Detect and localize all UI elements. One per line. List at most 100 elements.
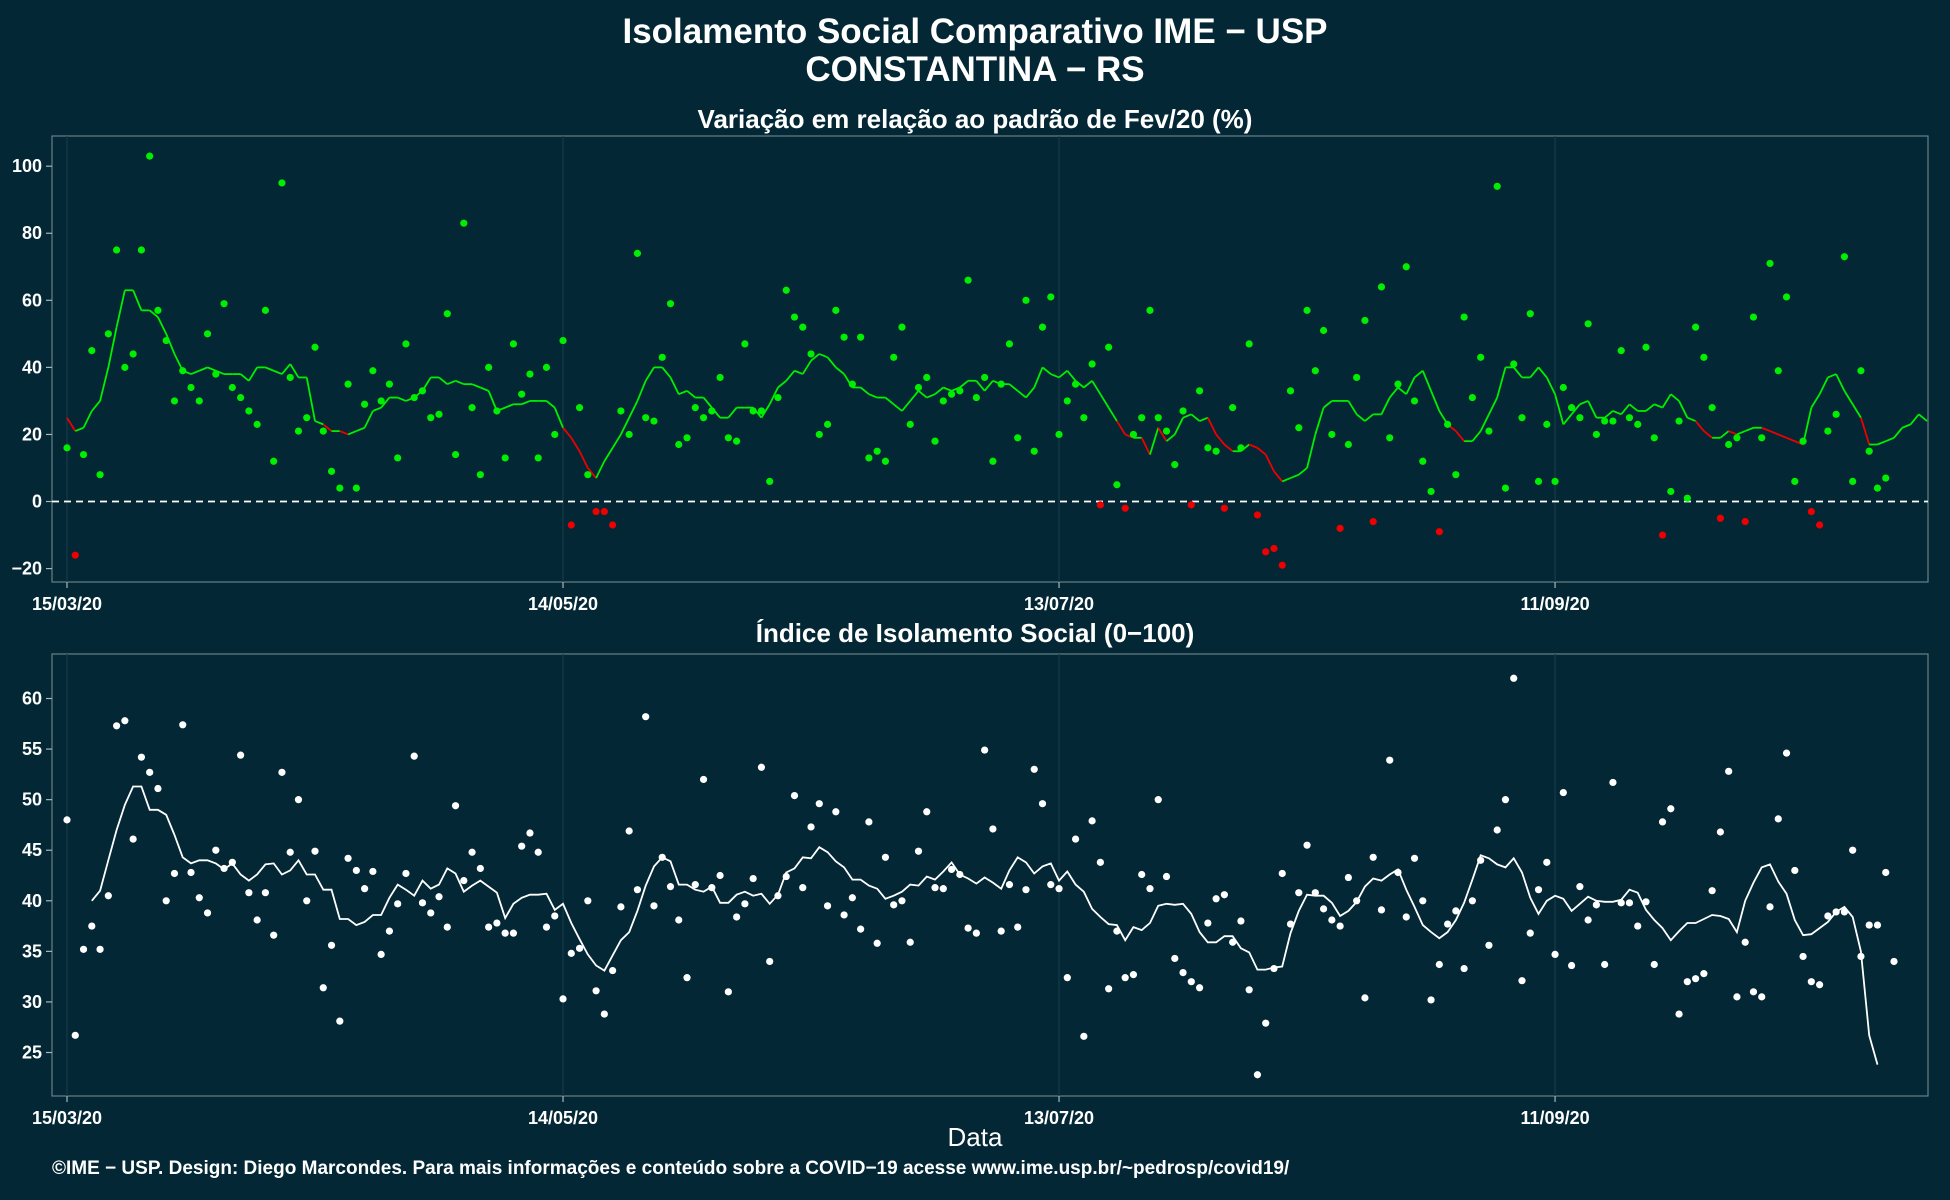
moving-average-segment [99,367,110,402]
moving-average-segment [1579,400,1589,406]
data-point [418,899,427,907]
data-point [972,393,980,402]
moving-average-segment [1290,473,1300,479]
data-point [1873,484,1882,492]
moving-average-segment [1182,413,1192,419]
moving-average-segment [1140,437,1151,455]
data-point [460,219,468,227]
moving-average-segment [1661,393,1672,409]
data-point [575,404,584,412]
data-point [848,380,856,388]
data-point [1328,916,1336,924]
data-point [923,808,931,816]
moving-average-segment [1909,413,1920,425]
data-point [650,417,658,425]
moving-average-segment [1025,386,1035,399]
x-tick-label: 14/05/20 [528,1108,598,1128]
moving-average-segment [1496,367,1507,398]
data-point [1113,927,1121,935]
data-point [1807,507,1815,516]
data-point [1038,800,1047,808]
data-point [1162,427,1171,435]
data-point [237,751,245,759]
data-point [1824,912,1832,920]
data-point [1443,420,1452,428]
moving-average-segment [356,426,365,432]
moving-average-segment [1207,417,1217,435]
moving-average-segment [1380,397,1391,415]
data-point [881,853,890,861]
data-point [1278,869,1286,878]
data-point [1691,323,1700,331]
data-point [137,246,146,254]
data-point [1080,414,1088,422]
moving-average-segment [1413,370,1424,379]
moving-average-segment [1686,416,1696,422]
moving-average-segment [1157,427,1168,442]
data-point [666,883,675,891]
moving-average-segment [760,403,771,419]
data-point [245,407,253,415]
moving-average-segment [1273,470,1283,482]
data-point [1319,326,1328,335]
data-point [906,420,914,428]
moving-average-segment [165,333,176,355]
data-point [303,897,311,905]
data-point [1799,437,1807,445]
moving-average-segment [438,376,448,385]
data-point [1005,881,1014,889]
moving-average-segment [860,386,870,395]
moving-average-segment [959,380,969,389]
data-point [981,373,989,382]
data-point [1212,895,1220,903]
data-point [1559,383,1567,392]
data-point [1443,920,1452,928]
data-point [1749,988,1758,996]
data-point [890,353,898,361]
moving-average-segment [1091,380,1102,395]
data-point [716,373,724,382]
data-point [675,440,683,449]
data-point [1270,964,1278,973]
moving-average-segment [339,430,349,436]
moving-average-segment [917,390,928,399]
x-tick-label: 11/09/20 [1521,1108,1590,1128]
data-point [1642,343,1650,351]
data-point [1741,518,1749,526]
moving-average-segment [1810,393,1821,409]
data-point [1584,320,1592,328]
data-point [1154,414,1162,422]
data-point [956,387,964,395]
moving-average-segment [372,406,382,412]
x-tick-label: 13/07/20 [1024,594,1094,614]
data-point [699,775,708,784]
data-point [1344,873,1352,882]
data-point [336,1017,344,1025]
data-point [881,457,890,465]
data-point [63,816,71,824]
moving-average-segment [1860,417,1871,445]
data-point [592,507,600,516]
data-point [369,367,377,375]
data-point [1311,367,1319,375]
data-point [1014,434,1022,442]
data-point [485,363,493,371]
data-point [451,802,460,810]
data-point [914,847,923,855]
moving-average-segment [455,379,465,385]
data-point [1675,417,1683,425]
data-point [526,370,534,378]
data-point [1427,996,1435,1004]
data-point [311,847,319,855]
y-tick-label: 60 [22,689,42,709]
data-point [914,383,923,392]
data-point [1146,885,1154,893]
moving-average-segment [826,356,837,368]
data-point [1105,985,1113,993]
moving-average-segment [149,309,159,318]
moving-average-segment [322,423,333,432]
moving-average-segment [273,369,283,375]
data-point [617,903,625,911]
data-point [1386,434,1394,442]
data-point [1625,899,1634,907]
